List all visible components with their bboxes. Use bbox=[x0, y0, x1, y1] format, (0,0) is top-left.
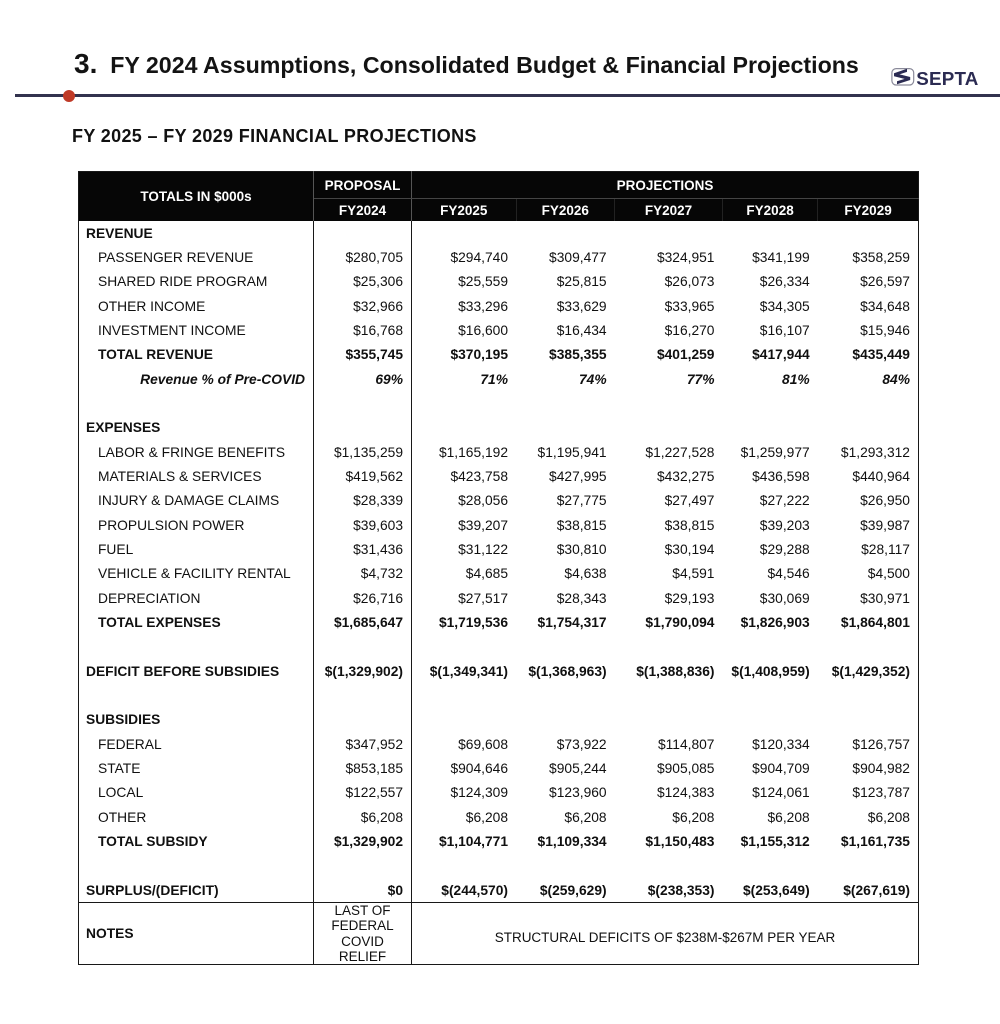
svg-text:SEPTA: SEPTA bbox=[916, 68, 978, 89]
